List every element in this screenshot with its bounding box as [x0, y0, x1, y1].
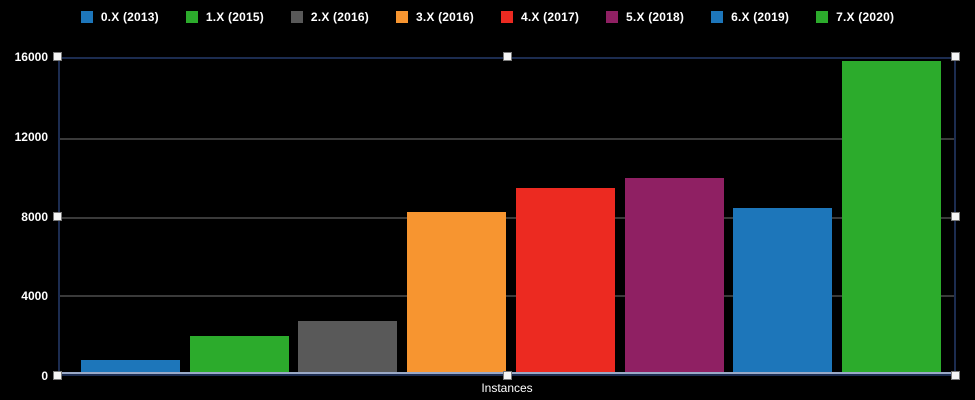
x-axis-title: Instances	[481, 381, 533, 395]
legend-swatch-icon	[501, 11, 513, 23]
legend-swatch-icon	[185, 11, 198, 23]
legend-item[interactable]: 2.X (2016)	[290, 10, 369, 24]
legend-swatch-icon	[606, 11, 619, 23]
legend-item[interactable]: 0.X (2013)	[80, 10, 159, 24]
legend-label: 2.X (2016)	[310, 10, 369, 24]
bar-6.X (2019)[interactable]	[733, 207, 833, 374]
bar-7.X (2020)[interactable]	[841, 60, 941, 374]
legend-item[interactable]: 4.X (2017)	[501, 10, 579, 24]
bar-1.X (2015)[interactable]	[189, 335, 289, 374]
legend-label: 6.X (2019)	[731, 10, 790, 24]
chart-legend: 0.X (2013) 1.X (2015) 2.X (2016) 3.X (2016)…	[0, 10, 975, 24]
legend-label: 0.X (2013)	[100, 10, 159, 24]
selection-handle-bottom-right[interactable]	[951, 371, 960, 380]
legend-swatch-icon	[395, 11, 408, 23]
legend-label: 5.X (2018)	[626, 10, 685, 24]
selection-handle-mid-left[interactable]	[53, 212, 62, 221]
legend-label: 3.X (2016)	[415, 10, 474, 24]
selection-handle-bottom-left[interactable]	[53, 371, 62, 380]
bar-3.X (2016)[interactable]	[407, 211, 507, 374]
selection-handle-bottom-center[interactable]	[503, 371, 512, 380]
legend-swatch-icon	[711, 11, 724, 23]
legend-label: 7.X (2020)	[836, 10, 895, 24]
legend-label: 4.X (2017)	[521, 10, 580, 24]
legend-item[interactable]: 5.X (2018)	[606, 10, 684, 24]
bar-2.X (2016)[interactable]	[298, 320, 398, 374]
y-axis-tick-label: 0	[41, 369, 48, 383]
y-axis-tick-label: 4000	[21, 289, 48, 304]
legend-swatch-icon	[290, 11, 303, 23]
bar-5.X (2018)[interactable]	[624, 178, 724, 374]
y-axis-tick-label: 12000	[14, 129, 48, 144]
bar-4.X (2017)[interactable]	[515, 187, 615, 374]
legend-item[interactable]: 3.X (2016)	[395, 10, 474, 24]
gridline	[60, 137, 954, 140]
y-axis-tick-label: 8000	[21, 209, 48, 224]
selection-handle-top-left[interactable]	[53, 52, 62, 61]
gridline	[60, 216, 954, 219]
selection-handle-top-right[interactable]	[951, 52, 960, 61]
selection-handle-mid-right[interactable]	[951, 212, 960, 221]
y-axis-tick-label: 16000	[14, 50, 48, 64]
legend-item[interactable]: 6.X (2019)	[711, 10, 789, 24]
selection-handle-top-center[interactable]	[503, 52, 512, 61]
legend-swatch-icon	[816, 11, 829, 23]
legend-label: 1.X (2015)	[205, 10, 264, 24]
plot-area[interactable]	[58, 57, 956, 376]
legend-swatch-icon	[80, 11, 93, 23]
bar-series	[60, 59, 954, 374]
legend-item[interactable]: 7.X (2020)	[816, 10, 894, 24]
legend-item[interactable]: 1.X (2015)	[185, 10, 264, 24]
gridline	[60, 295, 954, 298]
bar-0.X (2013)[interactable]	[81, 360, 180, 374]
